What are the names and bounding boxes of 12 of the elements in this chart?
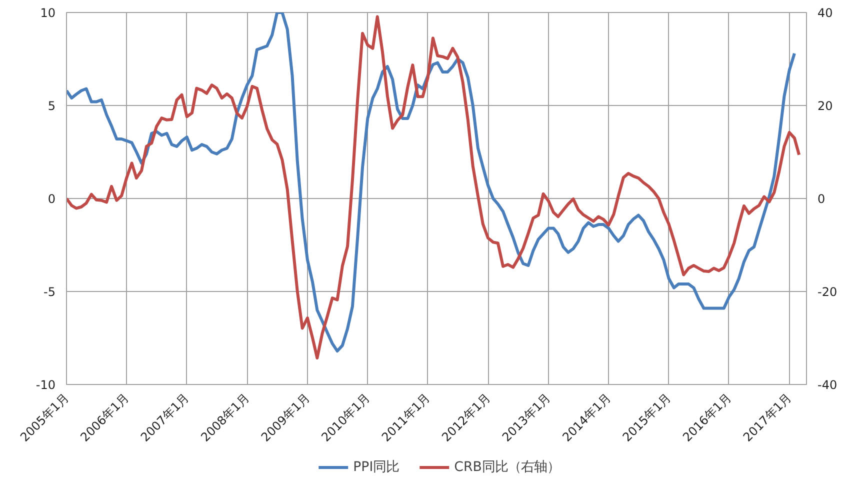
legend-label: CRB同比（右轴） (454, 459, 560, 476)
y2-tick-label: 40 (818, 6, 833, 20)
y2-tick-label: -40 (818, 378, 838, 392)
y-tick-label: 5 (48, 99, 56, 113)
y2-tick-label: 0 (818, 192, 826, 206)
legend-label: PPI同比 (353, 459, 400, 476)
y2-tick-label: -20 (818, 285, 838, 299)
y-tick-label: 10 (40, 6, 56, 20)
y-tick-label: 0 (48, 192, 56, 206)
y2-tick-label: 20 (818, 99, 833, 113)
y-tick-label: -5 (44, 285, 56, 299)
y-tick-label: -10 (36, 378, 56, 392)
